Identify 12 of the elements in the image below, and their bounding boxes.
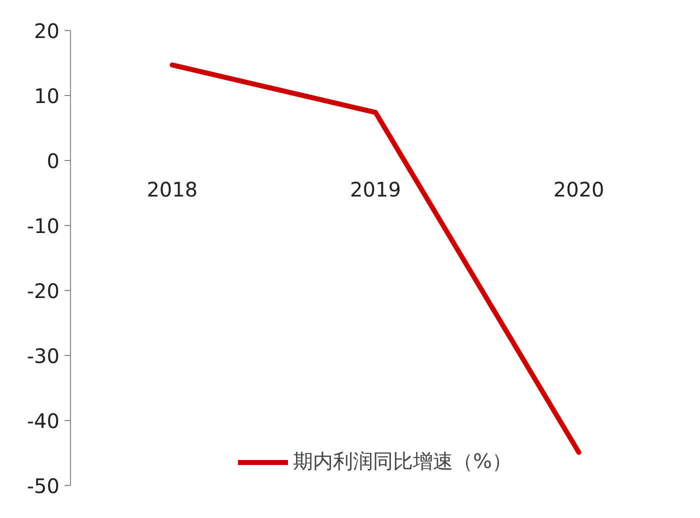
y-tick-label: 20 [34, 19, 60, 43]
y-tick-label: 10 [34, 84, 60, 108]
x-tick-label: 2019 [350, 178, 401, 202]
x-tick-label: 2018 [146, 178, 198, 202]
legend-label: 期内利润同比增速（%） [292, 448, 512, 475]
y-tick-label: -30 [26, 344, 60, 368]
y-tick-label: -50 [26, 474, 60, 498]
y-tick-label: -20 [26, 279, 60, 303]
y-tick-label: -10 [26, 214, 60, 238]
x-tick-label: 2020 [553, 178, 604, 202]
y-tick-label: 0 [46, 149, 60, 173]
y-tick-label: -40 [26, 409, 60, 433]
